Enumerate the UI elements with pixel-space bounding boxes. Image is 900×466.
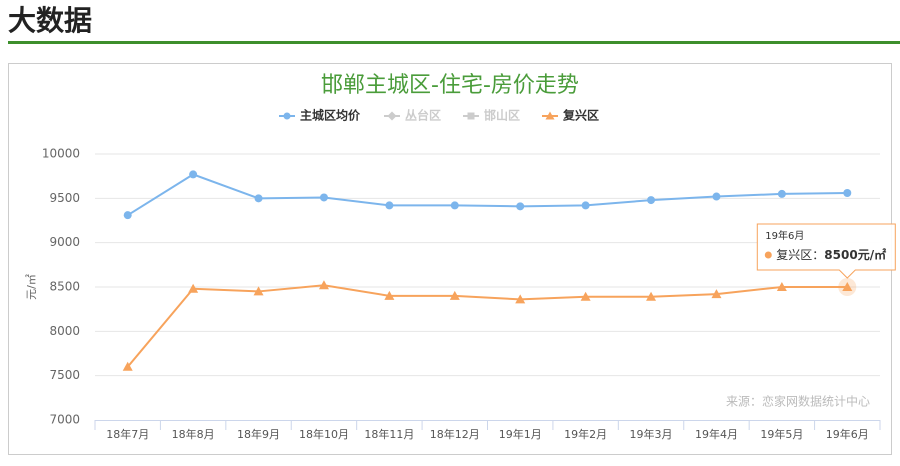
marker [188, 283, 199, 293]
series-line [127, 173, 848, 217]
marker [843, 189, 852, 198]
x-tick-label: 19年1月 [499, 427, 542, 441]
marker [449, 290, 460, 300]
legend-label: 复兴区 [562, 108, 599, 123]
x-tick-label: 19年5月 [760, 427, 803, 441]
marker [319, 193, 328, 202]
marker [647, 196, 656, 205]
y-tick-label: 7500 [49, 368, 80, 382]
marker [580, 291, 591, 301]
tooltip-label: 8500元/㎡ [824, 247, 886, 262]
x-tick-label: 19年4月 [695, 427, 738, 441]
legend-label: 主城区均价 [300, 108, 361, 123]
marker [253, 286, 264, 296]
series-line [126, 284, 848, 368]
marker [387, 111, 397, 121]
x-tick-label: 18年11月 [364, 427, 414, 441]
marker [384, 290, 395, 300]
y-tick-label: 10000 [42, 147, 80, 161]
x-tick-label: 18年9月 [237, 427, 280, 441]
marker [777, 189, 786, 198]
hover-halo [838, 278, 857, 296]
y-tick-label: 7000 [49, 413, 80, 427]
marker [515, 294, 526, 304]
source-note: 来源：恋家网数据统计中心 [726, 394, 870, 409]
marker [123, 211, 132, 220]
marker [516, 202, 525, 211]
header-title: 大数据 [8, 4, 92, 37]
marker [467, 112, 475, 120]
legend-label: 邯山区 [484, 108, 520, 123]
marker [581, 201, 590, 210]
marker [283, 112, 291, 120]
marker [450, 201, 459, 210]
tooltip-dot [764, 251, 772, 259]
y-tick-label: 9000 [49, 235, 80, 249]
marker [189, 170, 198, 179]
marker [122, 361, 133, 371]
x-tick-label: 18年8月 [172, 427, 215, 441]
marker [385, 201, 394, 210]
marker [776, 282, 787, 291]
tooltip-title: 19年6月 [765, 229, 804, 242]
x-tick-label: 18年12月 [430, 427, 480, 441]
tooltip-value: 复兴区：8500元/㎡ [776, 247, 886, 262]
legend-label: 丛台区 [405, 108, 441, 123]
x-tick-label: 19年3月 [630, 427, 673, 441]
x-tick-label: 19年6月 [826, 427, 869, 441]
tooltip-box [756, 223, 896, 279]
x-tick-label: 18年7月 [106, 427, 149, 441]
chart-frame [8, 63, 892, 455]
chart-title: 邯郸主城区-住宅-房价走势 [321, 73, 579, 98]
y-axis-label: 元/㎡ [25, 274, 38, 300]
marker [545, 111, 555, 120]
marker [712, 192, 721, 201]
header-rule [8, 41, 900, 44]
x-tick-label: 18年10月 [299, 427, 349, 441]
marker [842, 282, 853, 291]
tooltip-series: 复兴区： [776, 248, 824, 262]
marker [711, 289, 722, 299]
marker [646, 291, 657, 301]
y-tick-label: 8500 [49, 280, 80, 294]
marker [318, 280, 329, 290]
x-tick-label: 19年2月 [564, 427, 607, 441]
marker [254, 194, 263, 203]
y-tick-label: 8000 [49, 324, 80, 338]
y-tick-label: 9500 [49, 191, 80, 205]
